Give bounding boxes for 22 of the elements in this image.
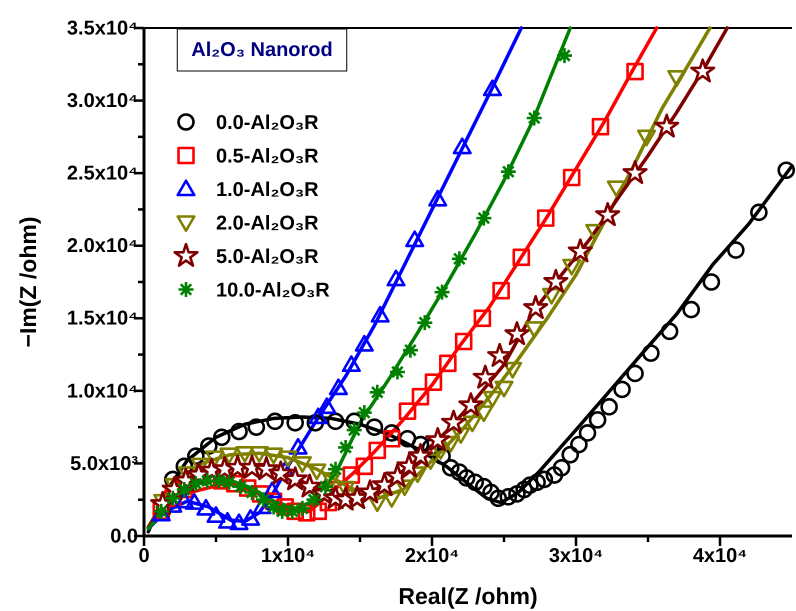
legend-label: 10.0-Al₂O₃R — [216, 280, 330, 302]
x-tick-label: 3x10⁴ — [548, 545, 604, 567]
y-tick-label: 0.0 — [110, 525, 138, 548]
legend-label: 2.0-Al₂O₃R — [216, 212, 320, 234]
y-tick-label: 1.0x10⁴ — [66, 380, 138, 402]
y-axis-title: −Im(Z /ohm) — [15, 216, 41, 348]
y-tick-label: 1.5x10⁴ — [66, 308, 138, 330]
y-tick-label: 2.0x10⁴ — [66, 235, 138, 258]
legend-label: 5.0-Al₂O₃R — [216, 246, 320, 268]
x-tick-label: 2x10⁴ — [404, 545, 460, 567]
legend-title: Al₂O₃ Nanorod — [191, 39, 333, 61]
y-tick-label: 2.5x10⁴ — [66, 162, 138, 185]
y-tick-label: 3.0x10⁴ — [66, 90, 138, 112]
x-tick-label: 1x10⁴ — [260, 545, 316, 567]
legend-label: 0.5-Al₂O₃R — [216, 146, 320, 168]
y-tick-label: 5.0x10³ — [70, 452, 138, 475]
legend-label: 0.0-Al₂O₃R — [216, 112, 320, 134]
x-tick-label: 4x10⁴ — [692, 545, 748, 567]
x-axis-title: Real(Z /ohm) — [398, 583, 538, 609]
x-tick-label: 0 — [138, 545, 150, 567]
legend-label: 1.0-Al₂O₃R — [216, 179, 320, 201]
y-tick-label: 3.5x10⁴ — [66, 17, 138, 40]
